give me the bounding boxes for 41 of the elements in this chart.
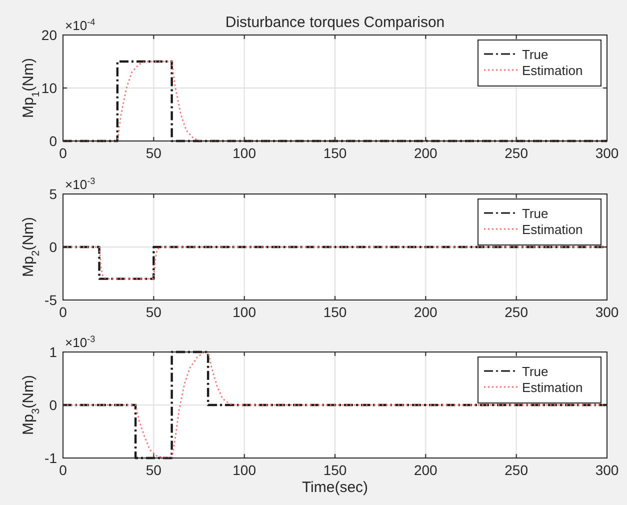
x-tick-label: 0 <box>59 462 68 478</box>
x-tick-label: 150 <box>323 145 347 161</box>
x-tick-label: 50 <box>146 304 162 320</box>
x-tick-label: 100 <box>232 145 256 161</box>
y-tick-label: 0 <box>49 397 58 413</box>
x-tick-label: 50 <box>146 462 162 478</box>
x-tick-label: 250 <box>504 462 528 478</box>
x-tick-label: 250 <box>504 304 528 320</box>
x-axis-title: Time(sec) <box>302 479 368 496</box>
x-tick-label: 300 <box>595 145 619 161</box>
y-tick-label: -1 <box>44 450 58 466</box>
x-tick-label: 150 <box>323 462 347 478</box>
x-tick-label: 200 <box>414 304 438 320</box>
text: ×10$^{-4}$ <box>65 17 96 33</box>
text: ×10$^{-3}$ <box>65 334 96 350</box>
x-tick-label: 0 <box>59 145 68 161</box>
x-tick-label: 300 <box>595 462 619 478</box>
legend-label: True <box>522 206 548 221</box>
legend-label: Estimation <box>522 222 583 237</box>
text: ×10$^{-3}$ <box>65 176 96 192</box>
chart-title: Disturbance torques Comparison <box>225 14 445 31</box>
y-tick-label: 20 <box>41 27 58 43</box>
x-tick-label: 50 <box>146 145 162 161</box>
y-tick-label: 0 <box>49 239 58 255</box>
x-tick-label: 150 <box>323 304 347 320</box>
y-tick-label: -5 <box>44 292 58 308</box>
x-tick-label: 300 <box>595 304 619 320</box>
x-tick-label: 100 <box>232 304 256 320</box>
legend-label: True <box>522 47 548 62</box>
x-tick-label: 0 <box>59 304 68 320</box>
y-tick-label: 5 <box>49 186 58 202</box>
y-tick-label: 0 <box>49 133 58 149</box>
x-tick-label: 200 <box>414 462 438 478</box>
legend-label: Estimation <box>522 63 583 78</box>
x-tick-label: 100 <box>232 462 256 478</box>
y-tick-label: 10 <box>41 80 58 96</box>
legend-label: Estimation <box>522 380 583 395</box>
x-tick-label: 250 <box>504 145 528 161</box>
x-tick-label: 200 <box>414 145 438 161</box>
legend-label: True <box>522 364 548 379</box>
y-tick-label: 1 <box>49 344 58 360</box>
